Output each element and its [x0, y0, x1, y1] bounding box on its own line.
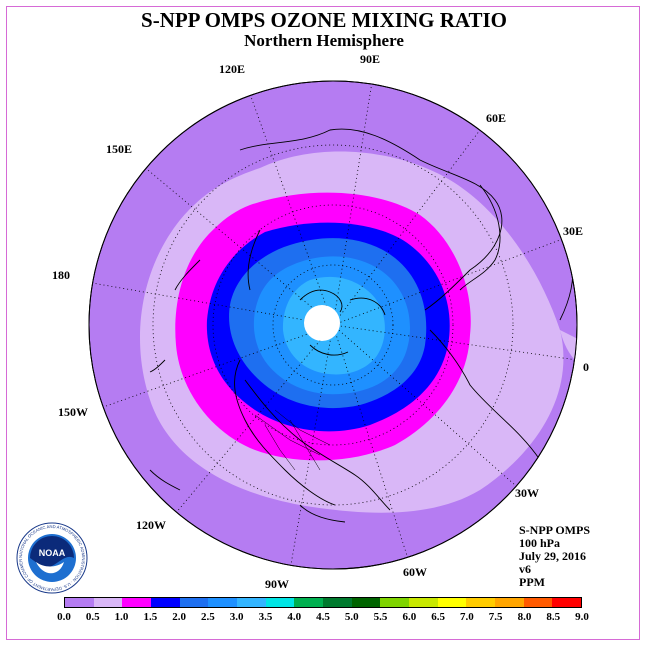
graticule: [89, 81, 577, 569]
lon-label-180: 180: [52, 268, 70, 282]
colorbar-swatch: [437, 598, 467, 607]
info-units: PPM: [519, 575, 545, 589]
lon-label-150W: 150W: [58, 405, 88, 419]
colorbar-swatch: [65, 598, 94, 607]
colorbar-swatch: [466, 598, 496, 607]
colorbar-swatch: [351, 598, 381, 607]
colorbar-swatch: [265, 598, 295, 607]
info-level: 100 hPa: [519, 536, 561, 550]
lon-label-30E: 30E: [563, 224, 584, 238]
lon-label-30W: 30W: [515, 486, 539, 500]
colorbar-tick-label: 7.5: [488, 611, 503, 623]
lon-label-90E: 90E: [360, 52, 381, 66]
colorbar-tick-label: 2.5: [201, 611, 215, 623]
colorbar-swatch: [179, 598, 209, 607]
frame-border: [6, 6, 640, 640]
colorbar-swatch: [294, 598, 324, 607]
colorbar-tick-label: 8.5: [546, 611, 561, 623]
pole-no-data: [304, 305, 340, 341]
state-boundaries: [254, 409, 331, 471]
colorbar-tick-label: 0.5: [85, 611, 100, 623]
colorbar-tick-label: 2.0: [172, 611, 186, 623]
lon-label-120W: 120W: [136, 518, 166, 532]
lon-label-150E: 150E: [106, 142, 133, 156]
colorbar-tick-label: 6.5: [431, 611, 445, 623]
colorbar-tick-label: 8.0: [517, 611, 532, 623]
colorbar-swatch: [93, 598, 123, 607]
colorbar-tick-label: 0.0: [57, 611, 71, 623]
colorbar: [64, 597, 582, 608]
colorbar-swatch: [323, 598, 352, 607]
lon-label-0: 0: [583, 360, 589, 374]
colorbar-tick-label: 4.5: [316, 611, 330, 623]
colorbar-tick-label: 7.0: [460, 611, 474, 623]
colorbar-swatch: [380, 598, 410, 607]
noaa-logo-text: NOAA: [39, 548, 66, 558]
info-date: July 29, 2016: [519, 549, 587, 563]
colorbar-tick-label: 9.0: [575, 611, 589, 623]
info-version: v6: [519, 562, 531, 576]
colorbar-swatch: [495, 598, 524, 607]
info-instrument: S-NPP OMPS: [519, 523, 590, 537]
lon-label-90W: 90W: [265, 577, 289, 591]
colorbar-tick-label: 1.5: [143, 611, 158, 623]
colorbar-swatch: [122, 598, 152, 607]
noaa-logo: NOAA NATIONAL OCEANIC AND ATMOSPHERIC AD…: [16, 522, 88, 594]
lon-label-120E: 120E: [219, 62, 246, 76]
colorbar-swatch: [208, 598, 238, 607]
colorbar-tick-label: 6.0: [402, 611, 417, 623]
colorbar-tick-label: 3.0: [229, 611, 244, 623]
colorbar-swatch: [552, 598, 582, 607]
colorbar-tick-label: 5.0: [344, 611, 359, 623]
colorbar-tick-label: 5.5: [373, 611, 388, 623]
info-block: S-NPP OMPS 100 hPa July 29, 2016 v6 PPM: [519, 524, 590, 589]
colorbar-swatch: [523, 598, 553, 607]
lon-label-60E: 60E: [486, 111, 507, 125]
map-title: S-NPP OMPS OZONE MIXING RATIO: [141, 8, 507, 32]
colorbar-tick-label: 4.0: [287, 611, 302, 623]
colorbar-tick-label: 1.0: [114, 611, 129, 623]
colorbar-tick-label: 3.5: [258, 611, 273, 623]
map-subtitle: Northern Hemisphere: [244, 31, 404, 50]
colorbar-swatch: [237, 598, 266, 607]
colorbar-swatch: [151, 598, 180, 607]
lon-label-60W: 60W: [403, 565, 427, 579]
colorbar-swatch: [409, 598, 438, 607]
